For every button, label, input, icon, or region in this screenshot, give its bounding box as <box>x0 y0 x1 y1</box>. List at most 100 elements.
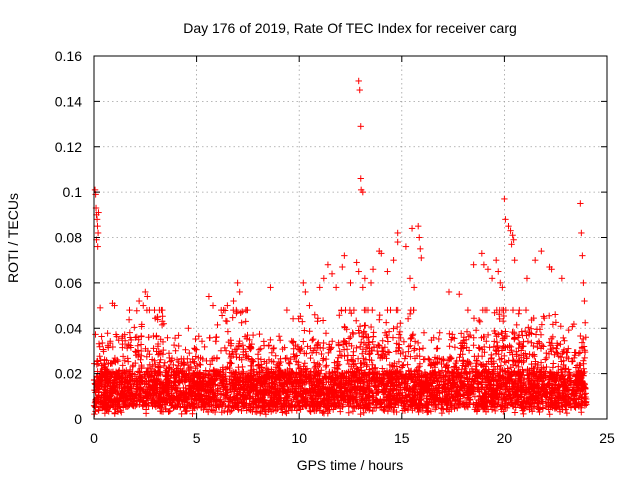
data-point <box>142 288 149 296</box>
data-point <box>502 216 509 223</box>
data-point <box>581 297 588 305</box>
y-tick-label: 0.14 <box>55 93 82 109</box>
dense-data-path <box>90 306 590 418</box>
data-point <box>378 250 385 257</box>
data-point <box>339 263 346 271</box>
data-point <box>394 229 401 237</box>
data-point <box>302 288 309 296</box>
data-point <box>361 275 369 282</box>
data-point <box>356 86 363 94</box>
data-point <box>185 325 192 332</box>
data-point <box>96 304 104 312</box>
x-tick-label: 10 <box>291 430 307 446</box>
data-point <box>394 238 401 246</box>
data-point <box>359 284 367 291</box>
data-point <box>332 284 340 291</box>
data-point <box>230 297 237 305</box>
data-point <box>408 225 416 232</box>
data-point <box>579 252 586 259</box>
data-point <box>507 227 514 234</box>
data-point <box>205 293 213 300</box>
data-point <box>548 266 555 273</box>
data-point <box>353 259 360 266</box>
x-axis-label: GPS time / hours <box>297 457 404 473</box>
data-points <box>91 77 588 332</box>
data-point <box>509 232 516 239</box>
data-point <box>456 291 463 298</box>
data-point <box>390 256 397 264</box>
y-tick-label: 0.08 <box>55 230 82 246</box>
data-point <box>355 77 362 85</box>
data-point <box>495 268 502 275</box>
data-point <box>478 250 486 257</box>
data-point <box>497 279 504 287</box>
data-point <box>369 266 377 273</box>
data-point <box>93 216 101 223</box>
data-point <box>357 123 364 130</box>
y-tick-label: 0.06 <box>55 275 82 291</box>
chart-title: Day 176 of 2019, Rate Of TEC Index for r… <box>183 20 517 36</box>
data-point <box>111 302 118 309</box>
data-point <box>410 284 418 291</box>
y-tick-label: 0.02 <box>55 366 82 382</box>
x-tick-label: 5 <box>193 430 201 446</box>
data-point <box>578 229 585 237</box>
data-point <box>95 209 102 216</box>
y-axis-label: ROTI / TECUs <box>5 193 21 283</box>
data-point <box>470 261 477 268</box>
x-tick-label: 25 <box>599 430 615 446</box>
data-point <box>320 275 328 282</box>
data-point <box>523 275 531 282</box>
data-point <box>316 284 323 291</box>
data-point <box>300 279 307 287</box>
y-tick-label: 0.1 <box>63 184 83 200</box>
data-point <box>402 243 410 250</box>
data-point <box>511 256 518 264</box>
data-point <box>416 234 423 241</box>
data-point <box>359 188 367 196</box>
x-tick-label: 15 <box>394 430 410 446</box>
data-point <box>94 229 102 237</box>
x-tick-label: 0 <box>90 430 98 446</box>
data-point <box>140 302 147 309</box>
data-point <box>328 270 336 277</box>
data-point <box>580 279 587 287</box>
data-point <box>267 284 274 291</box>
data-point <box>283 306 291 314</box>
data-point <box>510 236 517 243</box>
data-point <box>508 241 515 248</box>
data-point <box>531 256 539 264</box>
y-tick-label: 0 <box>74 411 82 427</box>
y-tick-label: 0.16 <box>55 48 82 64</box>
data-point <box>480 261 488 268</box>
data-point <box>558 275 566 282</box>
data-point <box>499 284 506 291</box>
data-point <box>538 247 545 255</box>
data-point <box>341 252 348 259</box>
y-tick-label: 0.12 <box>55 139 82 155</box>
data-point <box>135 297 143 305</box>
x-tick-label: 20 <box>497 430 513 446</box>
data-point <box>505 222 512 230</box>
data-point <box>94 243 101 250</box>
data-point <box>224 302 231 309</box>
data-point <box>445 288 453 296</box>
x-axis-ticks: 0 5 10 15 20 25 <box>90 56 615 446</box>
dense-data-band <box>90 306 590 418</box>
data-point <box>367 279 375 287</box>
data-point <box>384 268 391 275</box>
data-point <box>234 279 241 287</box>
y-tick-label: 0.04 <box>55 320 82 336</box>
data-point <box>357 175 364 182</box>
data-point <box>324 261 332 268</box>
data-point <box>406 275 414 282</box>
data-point <box>577 200 584 207</box>
data-point <box>209 302 217 309</box>
data-point <box>415 222 422 230</box>
data-point <box>94 222 101 230</box>
data-point <box>144 293 151 300</box>
data-point <box>347 279 354 287</box>
data-point <box>355 268 362 275</box>
data-point <box>236 288 243 296</box>
